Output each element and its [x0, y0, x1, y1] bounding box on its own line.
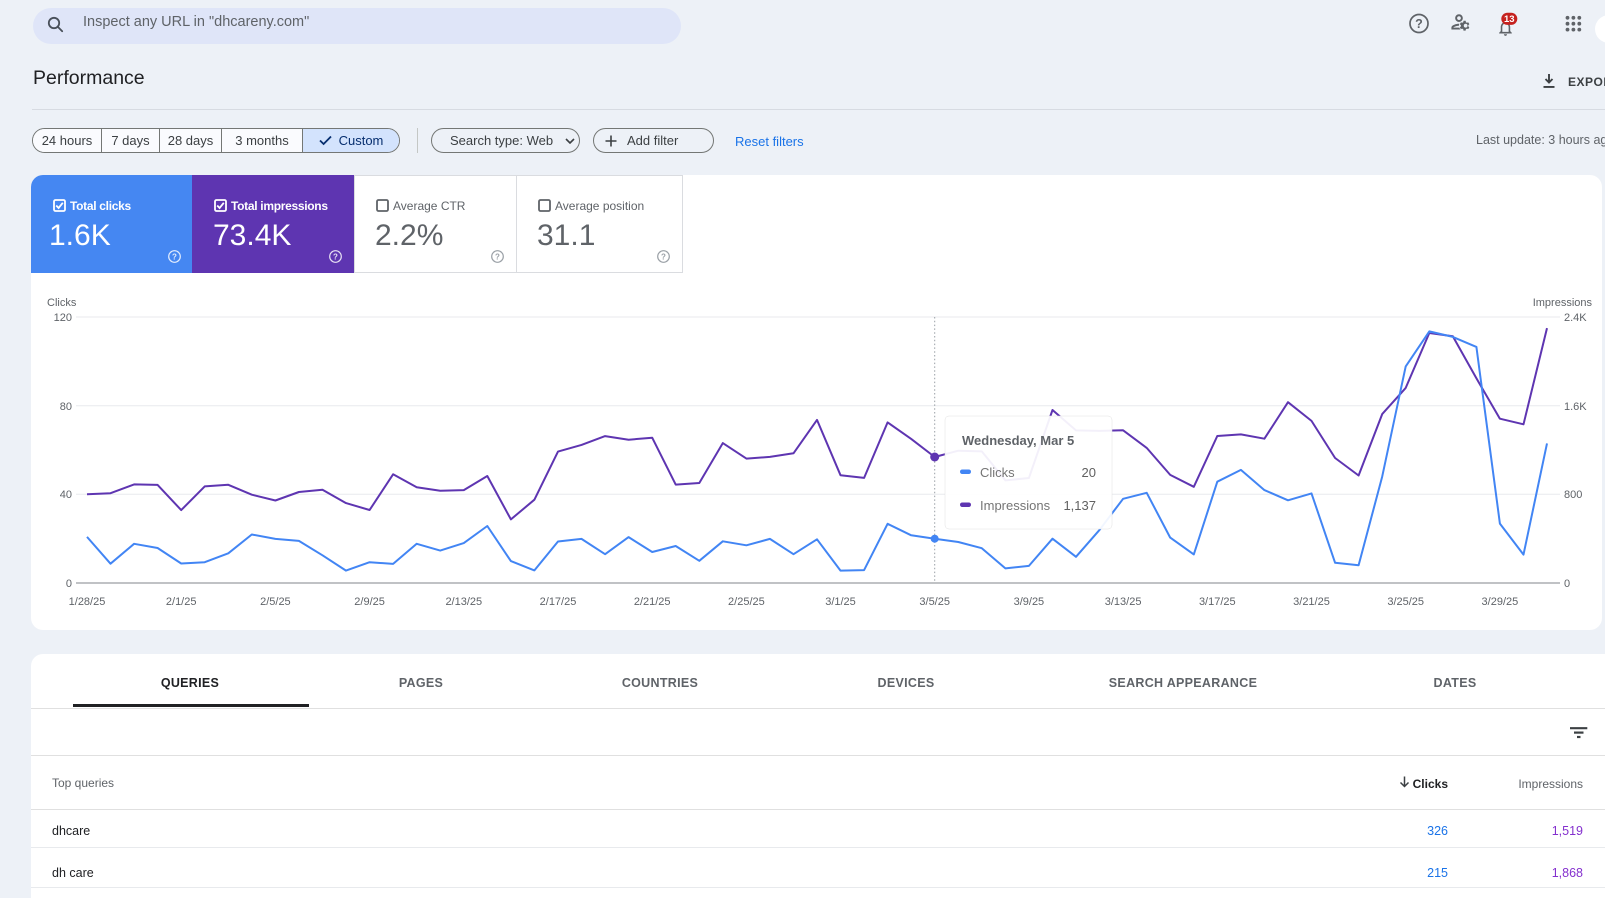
svg-text:?: ?	[495, 253, 500, 262]
svg-text:1,137: 1,137	[1063, 498, 1096, 513]
svg-text:?: ?	[1415, 17, 1423, 31]
svg-text:Wednesday, Mar 5: Wednesday, Mar 5	[962, 433, 1074, 448]
svg-text:Impressions: Impressions	[1533, 297, 1593, 309]
svg-text:120: 120	[54, 312, 72, 324]
svg-text:2/1/25: 2/1/25	[166, 596, 197, 608]
svg-text:2/9/25: 2/9/25	[354, 596, 385, 608]
svg-text:Impressions: Impressions	[980, 498, 1051, 513]
svg-text:Clicks: Clicks	[47, 297, 77, 309]
svg-text:Clicks: Clicks	[980, 465, 1015, 480]
svg-text:800: 800	[1564, 489, 1582, 501]
svg-text:0: 0	[66, 578, 72, 590]
svg-text:3/17/25: 3/17/25	[1199, 596, 1236, 608]
svg-text:2/21/25: 2/21/25	[634, 596, 671, 608]
svg-text:2.4K: 2.4K	[1564, 312, 1587, 324]
svg-text:40: 40	[60, 489, 72, 501]
svg-text:80: 80	[60, 401, 72, 413]
svg-text:3/13/25: 3/13/25	[1105, 596, 1142, 608]
svg-text:2/25/25: 2/25/25	[728, 596, 765, 608]
svg-text:3/1/25: 3/1/25	[825, 596, 856, 608]
svg-text:?: ?	[661, 253, 666, 262]
svg-text:3/5/25: 3/5/25	[919, 596, 950, 608]
svg-text:0: 0	[1564, 578, 1570, 590]
svg-text:3/29/25: 3/29/25	[1482, 596, 1519, 608]
svg-text:?: ?	[172, 253, 177, 262]
svg-text:3/21/25: 3/21/25	[1293, 596, 1330, 608]
svg-text:1.6K: 1.6K	[1564, 401, 1587, 413]
svg-text:2/17/25: 2/17/25	[540, 596, 577, 608]
svg-text:3/25/25: 3/25/25	[1387, 596, 1424, 608]
svg-text:1/28/25: 1/28/25	[69, 596, 106, 608]
svg-text:20: 20	[1082, 465, 1096, 480]
svg-text:3/9/25: 3/9/25	[1014, 596, 1045, 608]
svg-text:?: ?	[333, 253, 338, 262]
svg-text:13: 13	[1504, 14, 1515, 25]
svg-text:2/5/25: 2/5/25	[260, 596, 291, 608]
svg-text:2/13/25: 2/13/25	[445, 596, 482, 608]
